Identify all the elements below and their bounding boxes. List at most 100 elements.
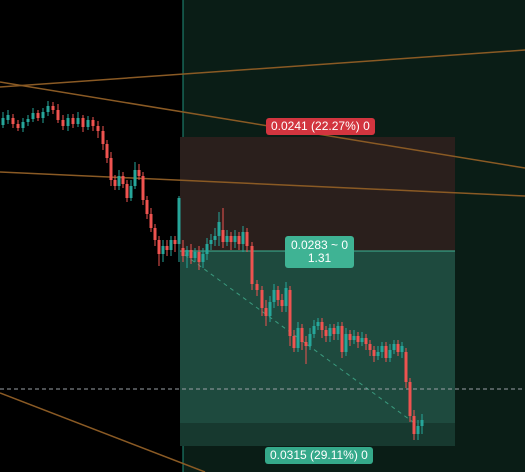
bearish-candle	[16, 124, 20, 128]
bullish-candle	[21, 122, 25, 128]
bearish-candle	[384, 346, 388, 358]
bullish-candle	[420, 420, 424, 426]
bullish-candle	[308, 334, 312, 346]
trend-line-4[interactable]	[0, 392, 206, 472]
risk-reward-ratio: 1.31	[307, 251, 332, 265]
bearish-candle	[288, 290, 292, 336]
bullish-candle	[177, 198, 181, 244]
bearish-candle	[157, 240, 161, 254]
bearish-candle	[332, 328, 336, 334]
bullish-candle	[1, 118, 5, 125]
bullish-candle	[161, 246, 165, 254]
bullish-candle	[336, 326, 340, 334]
bullish-candle	[185, 250, 189, 256]
bearish-candle	[372, 350, 376, 356]
trend-line-1[interactable]	[0, 49, 525, 88]
bearish-candle	[255, 284, 259, 290]
bearish-candle	[181, 248, 185, 256]
bullish-candle	[117, 176, 121, 186]
bearish-candle	[173, 240, 177, 244]
bearish-candle	[412, 416, 416, 434]
bearish-candle	[91, 120, 95, 126]
bearish-candle	[145, 200, 149, 214]
bearish-candle	[348, 334, 352, 340]
bearish-candle	[113, 180, 117, 186]
take-profit-label[interactable]: 0.0315 (29.11%) 0	[265, 447, 373, 464]
bullish-candle	[392, 344, 396, 350]
bearish-candle	[61, 120, 65, 126]
bearish-candle	[101, 131, 105, 144]
bearish-candle	[304, 342, 308, 346]
bullish-candle	[217, 222, 221, 236]
bearish-candle	[250, 246, 254, 284]
risk-reward-label[interactable]: 0.0283 ~ 0 1.31	[285, 236, 355, 268]
bearish-candle	[11, 118, 15, 124]
bearish-candle	[153, 228, 157, 240]
bearish-candle	[292, 336, 296, 348]
bearish-candle	[197, 252, 201, 262]
bullish-candle	[193, 252, 197, 258]
stop-loss-label[interactable]: 0.0241 (22.27%) 0	[266, 118, 375, 135]
bullish-candle	[416, 426, 420, 434]
bullish-candle	[26, 119, 30, 122]
bullish-candle	[296, 328, 300, 348]
bullish-candle	[241, 232, 245, 244]
trend-line-2[interactable]	[0, 81, 525, 169]
bullish-candle	[41, 112, 45, 118]
bearish-candle	[221, 230, 225, 242]
bearish-candle	[36, 113, 40, 118]
bearish-candle	[149, 214, 153, 228]
bullish-candle	[225, 236, 229, 242]
bullish-candle	[388, 350, 392, 358]
bullish-candle	[46, 106, 50, 112]
bearish-candle	[105, 144, 109, 158]
bullish-candle	[376, 352, 380, 356]
bullish-candle	[169, 240, 173, 250]
bearish-candle	[396, 344, 400, 352]
bearish-candle	[264, 308, 268, 316]
bullish-candle	[344, 334, 348, 352]
bullish-candle	[316, 322, 320, 326]
bullish-candle	[133, 170, 137, 186]
bearish-candle	[141, 176, 145, 200]
bearish-candle	[404, 352, 408, 382]
candlestick-series	[1, 101, 424, 440]
bearish-candle	[368, 344, 372, 350]
bearish-candle	[364, 338, 368, 344]
bullish-candle	[201, 254, 205, 262]
bullish-candle	[76, 118, 80, 124]
bearish-candle	[81, 118, 85, 127]
bearish-candle	[340, 326, 344, 352]
bearish-candle	[300, 328, 304, 342]
bearish-candle	[189, 250, 193, 258]
stop-loss-zone[interactable]	[180, 137, 455, 251]
bullish-candle	[86, 120, 90, 127]
take-profit-zone-bottom	[180, 423, 455, 446]
bearish-candle	[324, 330, 328, 336]
bearish-candle	[56, 110, 60, 120]
trend-line-3[interactable]	[0, 171, 525, 197]
bullish-candle	[312, 326, 316, 334]
bullish-candle	[6, 115, 10, 120]
risk-reward-label-line1: 0.0283 ~ 0	[291, 238, 349, 252]
bearish-candle	[356, 336, 360, 342]
bearish-candle	[408, 382, 412, 416]
bearish-candle	[320, 322, 324, 330]
bearish-candle	[165, 246, 169, 250]
take-profit-zone[interactable]	[180, 251, 455, 423]
bearish-candle	[280, 300, 284, 306]
bearish-candle	[121, 176, 125, 184]
bullish-candle	[31, 113, 35, 119]
bearish-candle	[276, 290, 280, 300]
bearish-candle	[229, 236, 233, 242]
bullish-candle	[380, 346, 384, 352]
bullish-candle	[233, 236, 237, 242]
bullish-candle	[352, 336, 356, 340]
bearish-candle	[260, 290, 264, 308]
bullish-candle	[360, 338, 364, 342]
bearish-candle	[137, 170, 141, 176]
bullish-candle	[205, 244, 209, 254]
bearish-candle	[109, 158, 113, 180]
bullish-candle	[400, 346, 404, 352]
